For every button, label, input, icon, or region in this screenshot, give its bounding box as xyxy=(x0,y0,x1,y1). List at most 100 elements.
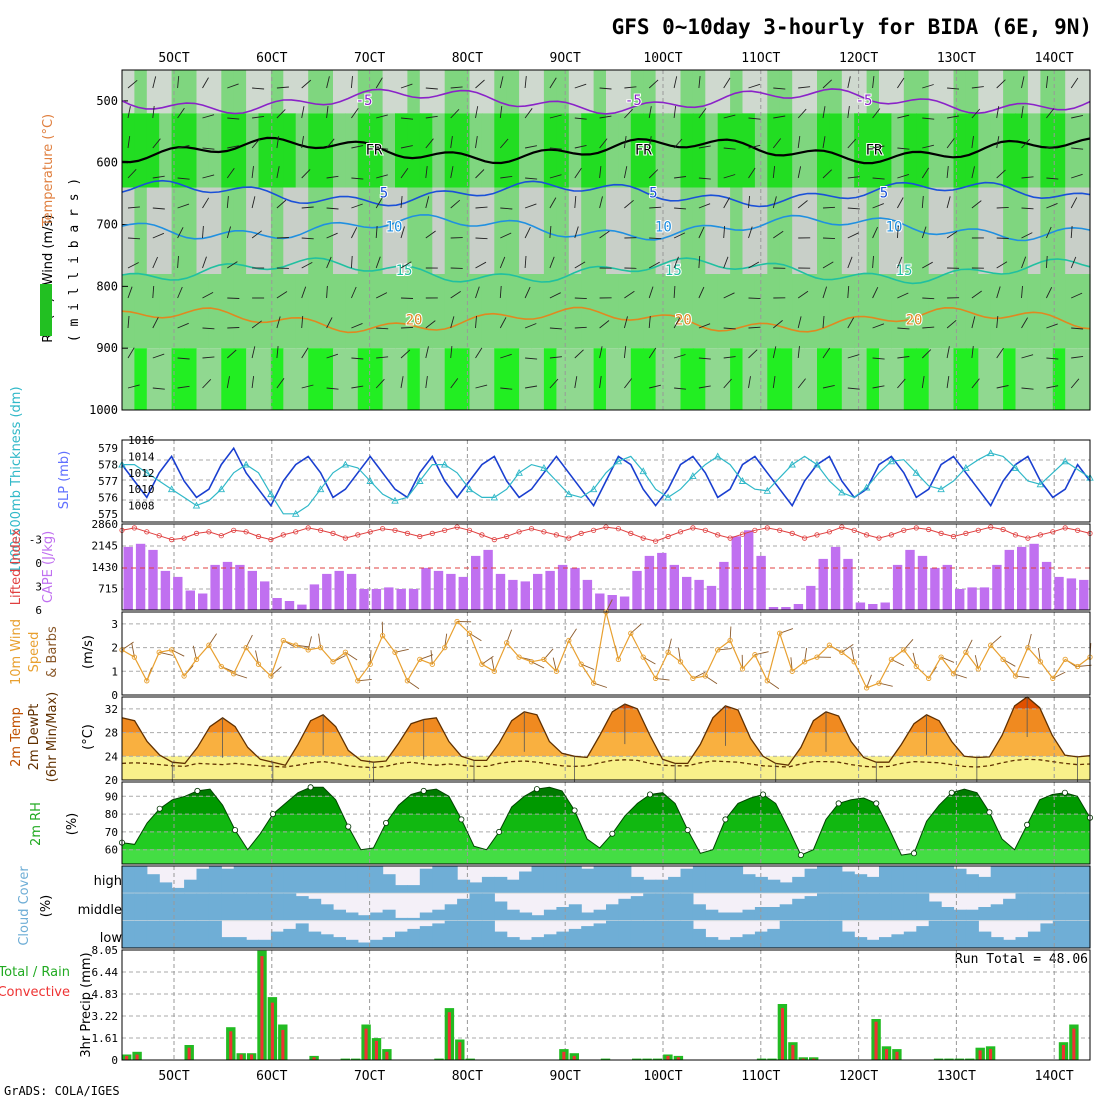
wind-barb xyxy=(450,378,459,389)
cloud-bar xyxy=(730,937,744,948)
wind-barb xyxy=(301,136,304,149)
rh-shade-cell xyxy=(270,113,284,188)
cape-bar xyxy=(706,585,717,610)
cape-bar xyxy=(657,552,667,610)
rh-shade-cell xyxy=(891,70,905,114)
y-tick-label: 32 xyxy=(105,703,118,716)
wind-barb xyxy=(1071,147,1084,150)
wind-barb xyxy=(500,175,513,179)
wind-barb xyxy=(326,138,335,149)
cloud-bar xyxy=(1052,893,1066,921)
thickness-marker xyxy=(565,490,573,498)
rh-shade-cell xyxy=(1015,348,1029,410)
wind-barb xyxy=(549,378,559,389)
wind-barb xyxy=(425,346,429,359)
wind10-marker xyxy=(404,678,411,684)
rh-shade-cell xyxy=(270,70,284,114)
cloud-bar xyxy=(208,866,222,894)
cloud-bar xyxy=(1003,898,1017,921)
rh-shade-cell xyxy=(258,70,272,114)
cloud-bar xyxy=(941,866,955,894)
precip-convective-bar xyxy=(187,1047,191,1060)
temp2m-label-line2: 2m DewPt xyxy=(27,704,42,771)
li-marker xyxy=(652,538,659,544)
rh-shade-cell xyxy=(767,348,781,410)
cloud-bar xyxy=(841,871,855,894)
cloud-bar xyxy=(159,882,173,894)
cloud-bar xyxy=(1027,893,1041,921)
temp2m-panel-labels: 2m Temp 2m DewPt (6hr Min/Max) (°C) xyxy=(9,692,96,782)
wind-barb xyxy=(773,115,786,119)
run-total-value: 48.06 xyxy=(1049,952,1088,967)
rh-shade-cell xyxy=(494,187,508,274)
wind-barb xyxy=(251,138,261,149)
rh-shade-cell xyxy=(320,187,334,274)
cloud-bar xyxy=(270,931,284,948)
wind-barb xyxy=(301,347,309,359)
li-marker xyxy=(876,535,882,541)
wind10-marker xyxy=(181,673,187,679)
wind10-marker xyxy=(268,673,274,679)
cloud-bar xyxy=(506,909,520,921)
li-tick-label: 3 xyxy=(35,581,42,594)
rh-shade-cell xyxy=(1015,70,1029,114)
rh-shade-cell xyxy=(630,348,644,410)
cape-bar xyxy=(458,576,468,610)
lifted-index-label: Lifted Index xyxy=(9,528,24,605)
wind-barb xyxy=(326,317,333,329)
rh-shade-cell xyxy=(643,113,657,188)
rh-shade-cell xyxy=(395,187,408,274)
rh-shade-cell xyxy=(221,70,235,114)
wind-barb xyxy=(524,323,537,329)
rh-shade-cell xyxy=(903,348,917,410)
cape-bar xyxy=(198,593,208,610)
rh-shade-cell xyxy=(419,113,433,188)
wind-barb xyxy=(376,174,388,179)
rh-shade-cell xyxy=(804,70,818,114)
isotherm-label: 20 xyxy=(675,312,692,328)
wind-barb xyxy=(475,169,485,179)
rh-shade-cell xyxy=(854,113,868,188)
cloud-bar xyxy=(407,917,421,921)
li-marker xyxy=(144,529,150,535)
isotherm-line xyxy=(121,88,1091,115)
rh-shade-cell xyxy=(519,70,533,114)
cloud-bar xyxy=(941,920,955,948)
rh-shade-cell xyxy=(283,70,297,114)
y-tick-label: 2860 xyxy=(92,518,119,531)
li-marker xyxy=(615,526,622,532)
wind-barb xyxy=(202,378,212,389)
wind-barb xyxy=(450,291,461,299)
rh-shade-cell xyxy=(208,113,222,188)
wind-barb xyxy=(996,261,1008,269)
isotherm-label: 15 xyxy=(896,263,913,279)
li-marker xyxy=(504,533,510,540)
rh-shade-cell xyxy=(606,70,619,114)
wind-barb xyxy=(351,145,364,149)
wind-barb xyxy=(897,327,910,330)
cape-bar xyxy=(210,564,220,610)
cape-bar xyxy=(557,564,568,610)
cape-bar xyxy=(408,589,419,610)
cape-bar xyxy=(260,581,270,610)
wind-barb xyxy=(351,322,363,329)
y-tick-label: 1430 xyxy=(92,561,119,574)
li-marker xyxy=(1037,532,1044,538)
precip-convective-bar xyxy=(374,1040,378,1060)
li-marker xyxy=(901,527,907,533)
rh-shade-cell xyxy=(308,187,322,274)
wind-barb xyxy=(475,136,478,149)
cloud-cover-units: (%) xyxy=(39,895,54,918)
wind10-marker xyxy=(715,647,721,653)
rh-shade-cell xyxy=(568,113,582,188)
thickness-marker xyxy=(813,460,821,468)
wind-barb xyxy=(351,177,364,180)
rh-marker xyxy=(420,787,427,794)
wind-barb xyxy=(649,206,662,209)
wind-barb xyxy=(524,203,537,209)
rh-shade-cell xyxy=(965,187,979,274)
li-marker xyxy=(280,532,286,538)
cloud-bar xyxy=(965,874,979,894)
top-date-label: 11OCT xyxy=(741,51,780,66)
